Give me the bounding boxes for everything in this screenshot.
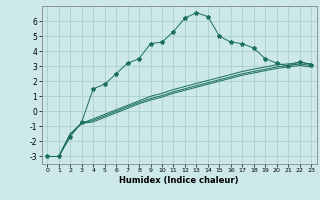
X-axis label: Humidex (Indice chaleur): Humidex (Indice chaleur) — [119, 176, 239, 185]
